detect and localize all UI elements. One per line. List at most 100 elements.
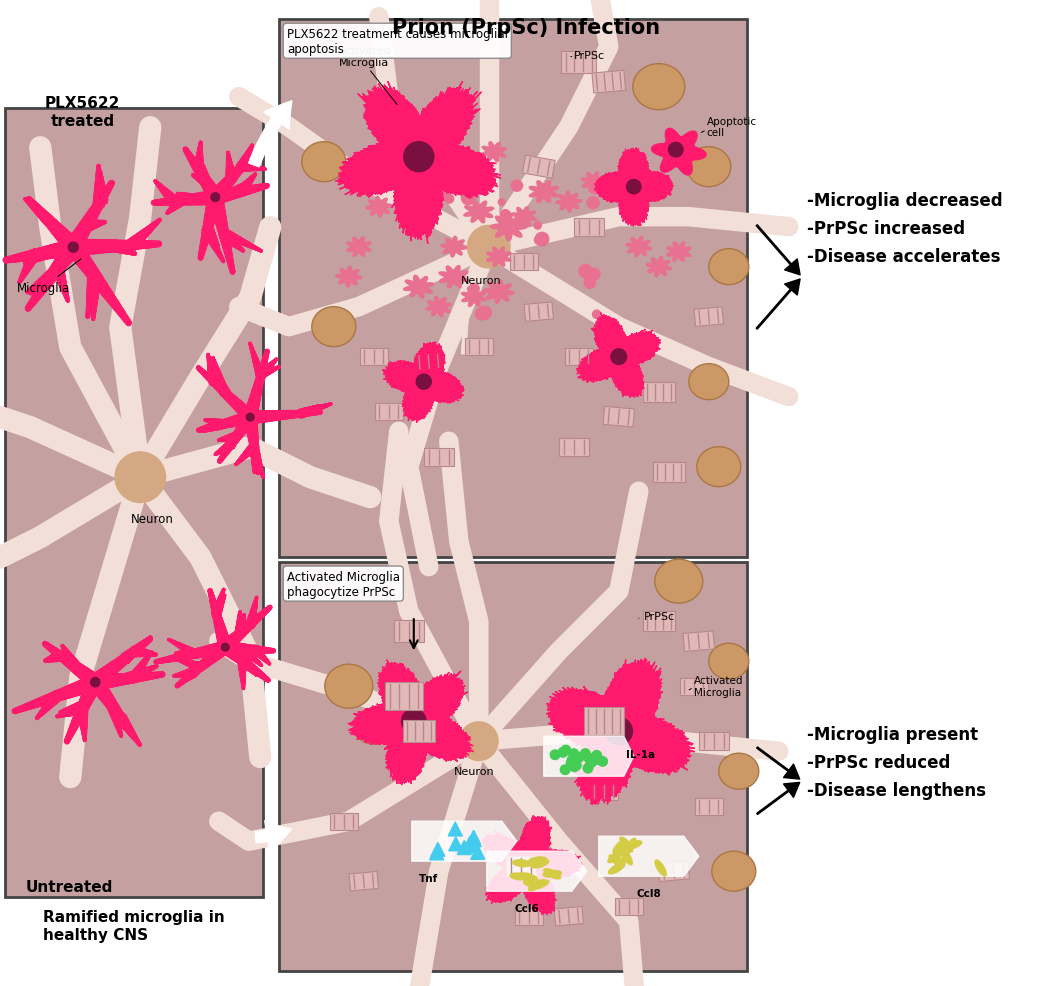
Polygon shape [216, 376, 223, 383]
Polygon shape [77, 224, 92, 239]
Polygon shape [44, 659, 48, 663]
Polygon shape [132, 244, 139, 250]
Polygon shape [37, 282, 47, 292]
Polygon shape [215, 623, 225, 632]
Circle shape [592, 311, 602, 319]
Polygon shape [226, 435, 234, 442]
Polygon shape [188, 661, 196, 669]
Polygon shape [213, 362, 217, 366]
Polygon shape [223, 391, 234, 401]
Circle shape [588, 268, 601, 282]
Polygon shape [173, 201, 181, 209]
Polygon shape [211, 607, 221, 617]
Polygon shape [27, 302, 35, 309]
Polygon shape [229, 187, 239, 197]
Polygon shape [204, 185, 219, 199]
Polygon shape [211, 607, 220, 615]
Polygon shape [59, 713, 64, 718]
Polygon shape [441, 237, 467, 257]
Polygon shape [217, 376, 222, 381]
Polygon shape [94, 201, 104, 211]
Polygon shape [48, 693, 56, 702]
Polygon shape [218, 253, 222, 258]
Polygon shape [243, 413, 256, 426]
Polygon shape [249, 619, 258, 627]
Polygon shape [544, 737, 633, 776]
Polygon shape [194, 662, 202, 671]
Polygon shape [79, 717, 87, 726]
Polygon shape [240, 248, 244, 252]
Polygon shape [104, 293, 110, 300]
Polygon shape [25, 307, 32, 313]
Polygon shape [49, 264, 63, 277]
Polygon shape [200, 173, 209, 181]
Polygon shape [231, 652, 243, 663]
Polygon shape [184, 646, 191, 655]
Polygon shape [252, 457, 260, 463]
Polygon shape [128, 648, 138, 657]
Polygon shape [118, 716, 126, 725]
Polygon shape [148, 242, 156, 248]
Polygon shape [220, 438, 223, 442]
Polygon shape [234, 630, 244, 641]
Polygon shape [142, 640, 147, 646]
Polygon shape [78, 713, 87, 723]
Polygon shape [249, 655, 256, 661]
Polygon shape [29, 249, 41, 261]
Polygon shape [61, 656, 72, 666]
Polygon shape [64, 710, 72, 717]
Polygon shape [194, 164, 204, 174]
Polygon shape [264, 366, 271, 373]
Polygon shape [216, 219, 227, 231]
Polygon shape [106, 297, 112, 303]
Polygon shape [249, 610, 257, 617]
Polygon shape [53, 652, 63, 663]
Polygon shape [43, 695, 53, 704]
Polygon shape [234, 186, 241, 194]
Polygon shape [87, 276, 99, 288]
Polygon shape [77, 668, 90, 680]
Polygon shape [79, 697, 93, 709]
Polygon shape [95, 670, 109, 685]
Polygon shape [208, 590, 213, 595]
Polygon shape [48, 221, 58, 230]
Polygon shape [49, 265, 62, 278]
Polygon shape [130, 669, 141, 680]
Polygon shape [257, 370, 266, 380]
Polygon shape [66, 656, 76, 664]
Polygon shape [249, 442, 259, 452]
Polygon shape [216, 373, 222, 379]
Polygon shape [260, 473, 264, 476]
Polygon shape [114, 659, 125, 669]
Polygon shape [198, 176, 207, 185]
Polygon shape [217, 225, 228, 236]
Polygon shape [257, 374, 265, 382]
Polygon shape [196, 157, 203, 165]
Polygon shape [221, 189, 235, 202]
Polygon shape [229, 269, 236, 274]
Polygon shape [263, 354, 268, 359]
Polygon shape [336, 82, 501, 245]
Polygon shape [90, 205, 102, 216]
Polygon shape [197, 176, 205, 183]
Polygon shape [141, 669, 148, 675]
Polygon shape [254, 462, 260, 468]
Polygon shape [176, 196, 187, 207]
Polygon shape [214, 614, 219, 619]
Polygon shape [181, 651, 186, 656]
Polygon shape [79, 718, 87, 727]
Polygon shape [294, 411, 302, 418]
Polygon shape [47, 694, 55, 702]
Polygon shape [259, 469, 263, 474]
Polygon shape [178, 681, 181, 685]
Polygon shape [247, 666, 254, 672]
Polygon shape [127, 673, 138, 683]
Polygon shape [193, 165, 202, 174]
Polygon shape [90, 679, 106, 694]
Polygon shape [66, 709, 74, 717]
Polygon shape [110, 706, 121, 716]
Polygon shape [35, 717, 39, 720]
Polygon shape [126, 242, 137, 250]
Polygon shape [201, 166, 205, 170]
Polygon shape [211, 359, 216, 362]
